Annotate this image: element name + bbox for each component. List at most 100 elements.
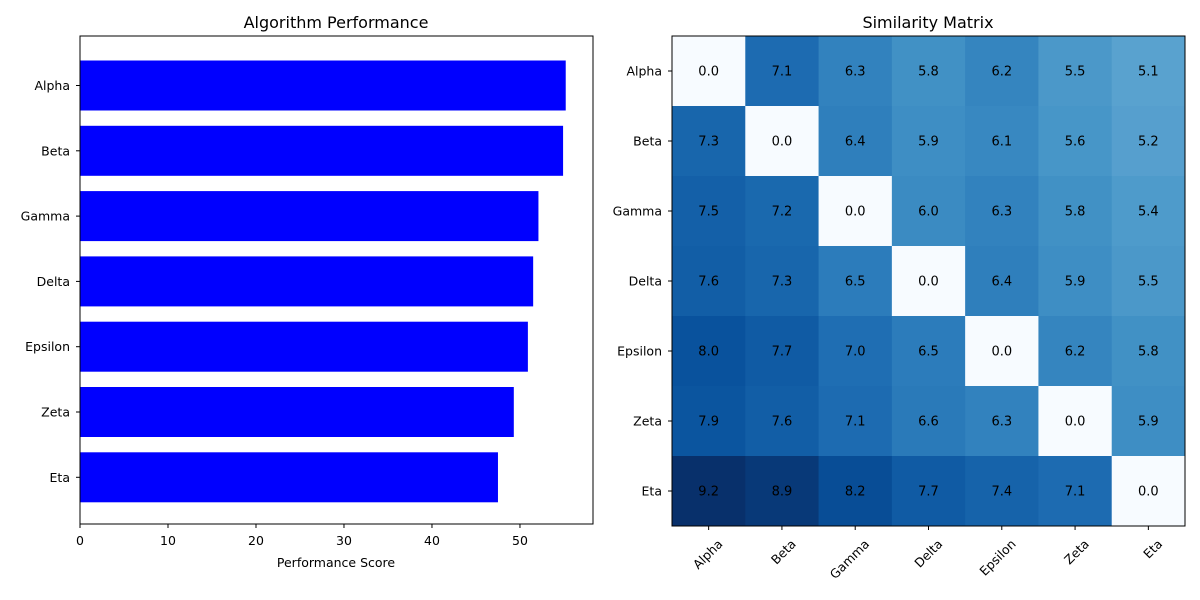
heatmap-cell-value: 6.3	[991, 205, 1012, 220]
heatmap-cell-value: 7.3	[772, 275, 793, 290]
heatmap-cell-value: 7.6	[698, 275, 719, 290]
heatmap-cell	[672, 386, 746, 457]
heatmap-cell	[745, 106, 820, 177]
heatmap-y-tick-label: Eta	[642, 484, 662, 499]
heatmap-cell	[818, 316, 893, 387]
heatmap-cell	[672, 456, 746, 527]
heatmap-cell	[1111, 386, 1186, 457]
heatmap-cell-value: 7.7	[918, 485, 939, 500]
heatmap-cell-value: 6.4	[991, 275, 1012, 290]
heatmap-cell	[965, 456, 1039, 527]
heatmap-cell	[745, 36, 820, 107]
bar-epsilon	[80, 321, 528, 372]
bar-y-tick-label: Gamma	[21, 209, 70, 224]
heatmap-cell	[891, 106, 966, 177]
heatmap-cell-value: 5.1	[1138, 65, 1159, 80]
heatmap-cell	[672, 246, 746, 317]
bar-x-axis-label: Performance Score	[277, 555, 396, 570]
bar-delta	[80, 256, 534, 307]
heatmap-cell-value: 7.4	[991, 485, 1012, 500]
heatmap-cell-value: 6.1	[991, 135, 1012, 150]
heatmap-cell	[1111, 106, 1186, 177]
heatmap-cell	[1038, 246, 1113, 317]
bar-chart: Algorithm Performance Alpha Beta Gamma Delt…	[21, 13, 594, 570]
heatmap-cell-value: 6.6	[918, 415, 939, 430]
heatmap-cell	[818, 386, 893, 457]
heatmap-cell-value: 0.0	[918, 275, 939, 290]
bar-y-tick-label: Alpha	[34, 78, 70, 93]
heatmap-cell-value: 5.6	[1065, 135, 1086, 150]
heatmap-cell-value: 7.9	[698, 415, 719, 430]
heatmap-y-tick-label: Delta	[629, 274, 662, 289]
heatmap-cell	[818, 456, 893, 527]
heatmap-cell	[1111, 456, 1186, 527]
heatmap-cell-value: 5.5	[1065, 65, 1086, 80]
heatmap-cell	[1038, 106, 1113, 177]
heatmap: Similarity Matrix 0.0 7.1 6.3 5.8 6.2 5.5 5.1 7…	[613, 13, 1186, 582]
heatmap-cell	[1038, 316, 1113, 387]
heatmap-cell-value: 7.3	[698, 135, 719, 150]
heatmap-cell	[891, 36, 966, 107]
heatmap-y-tick-label: Gamma	[613, 204, 662, 219]
heatmap-y-tick-label: Alpha	[626, 64, 662, 79]
heatmap-cell-value: 0.0	[1138, 485, 1159, 500]
heatmap-cell-value: 5.8	[1138, 345, 1159, 360]
bar-eta	[80, 452, 498, 503]
heatmap-cell	[745, 246, 820, 317]
heatmap-cell-value: 0.0	[845, 205, 866, 220]
heatmap-cell-value: 8.0	[698, 345, 719, 360]
heatmap-title: Similarity Matrix	[862, 13, 993, 32]
heatmap-cell-value: 7.6	[772, 415, 793, 430]
heatmap-cell	[891, 176, 966, 247]
heatmap-cell-value: 0.0	[698, 65, 719, 80]
bar-zeta	[80, 387, 514, 437]
heatmap-cells	[672, 36, 1186, 527]
heatmap-cell	[965, 176, 1039, 247]
heatmap-cell-value: 7.1	[1065, 485, 1086, 500]
heatmap-cell-value: 6.2	[991, 65, 1012, 80]
heatmap-cell	[891, 316, 966, 387]
heatmap-y-ticks: Alpha Beta Gamma Delta Epsilon Zeta Eta	[613, 64, 672, 499]
heatmap-cell-value: 5.2	[1138, 135, 1159, 150]
bar-y-tick-label: Epsilon	[25, 339, 70, 354]
heatmap-y-tick-label: Zeta	[633, 414, 662, 429]
heatmap-cell-value: 5.9	[1138, 415, 1159, 430]
heatmap-cell-value: 8.2	[845, 485, 866, 500]
heatmap-cell	[965, 106, 1039, 177]
heatmap-cell	[745, 386, 820, 457]
bar-x-tick-label: 40	[424, 533, 440, 548]
bar-y-tick-label: Eta	[50, 470, 70, 485]
bar-y-tick-label: Delta	[37, 274, 70, 289]
bars	[80, 60, 566, 503]
heatmap-cell	[818, 36, 893, 107]
heatmap-cell	[672, 106, 746, 177]
heatmap-cell-value: 6.5	[845, 275, 866, 290]
heatmap-cell-value: 8.9	[772, 485, 793, 500]
heatmap-cell	[891, 246, 966, 317]
heatmap-y-tick-label: Beta	[633, 134, 662, 149]
heatmap-cell-value: 5.8	[1065, 205, 1086, 220]
bar-beta	[80, 125, 564, 176]
heatmap-cell	[1038, 36, 1113, 107]
heatmap-cell-value: 9.2	[698, 485, 719, 500]
heatmap-cell-value: 6.3	[845, 65, 866, 80]
heatmap-cell-value: 7.5	[698, 205, 719, 220]
heatmap-cell-value: 5.5	[1138, 275, 1159, 290]
heatmap-cell	[1038, 386, 1113, 457]
heatmap-cell	[818, 246, 893, 317]
heatmap-cell-value: 0.0	[1065, 415, 1086, 430]
heatmap-cell	[818, 176, 893, 247]
heatmap-cell	[745, 456, 820, 527]
heatmap-frame	[671, 35, 1186, 527]
bar-y-ticks: Alpha Beta Gamma Delta Epsilon Zeta Eta	[21, 78, 80, 485]
heatmap-cell-value: 0.0	[991, 345, 1012, 360]
heatmap-cell	[965, 36, 1039, 107]
heatmap-cell	[1111, 246, 1186, 317]
bar-y-tick-label: Zeta	[41, 405, 70, 420]
bar-x-tick-label: 30	[336, 533, 352, 548]
heatmap-cell	[891, 456, 966, 527]
heatmap-cell	[1111, 176, 1186, 247]
bar-gamma	[80, 191, 539, 242]
heatmap-cell-value: 6.4	[845, 135, 866, 150]
